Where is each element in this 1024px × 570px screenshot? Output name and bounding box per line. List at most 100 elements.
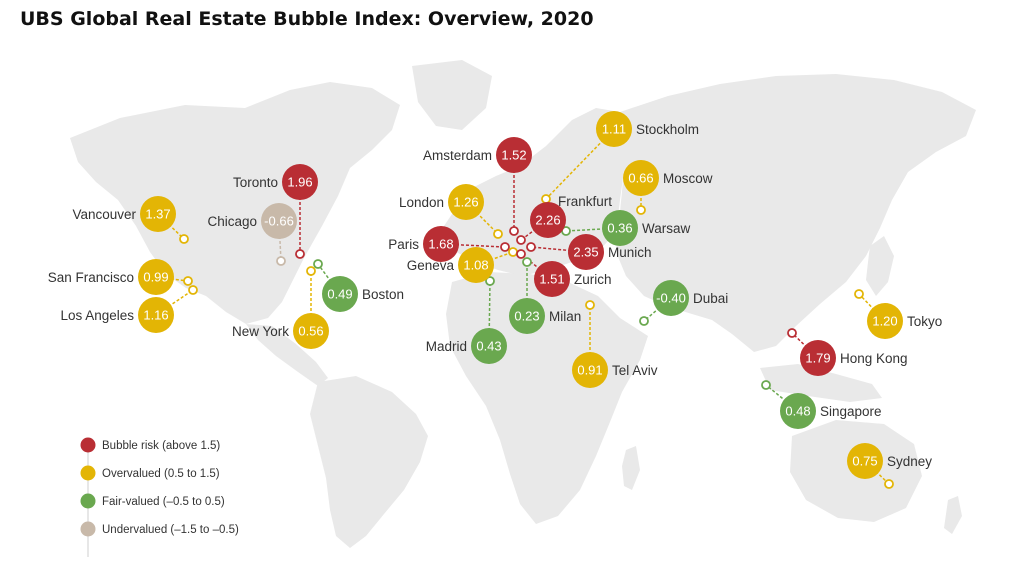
bubble-circle-frankfurt [530,202,566,238]
location-dot-chicago [276,256,286,266]
bubble-circle-sydney [847,443,883,479]
city-label-amsterdam: Amsterdam [423,148,492,163]
city-bubble-geneva: 1.08 Geneva [407,247,494,283]
city-bubble-frankfurt: 2.26 Frankfurt [530,194,612,238]
city-label-tokyo: Tokyo [907,314,942,329]
location-dot-madrid [485,276,495,286]
legend-label-bubble-risk: Bubble risk (above 1.5) [102,440,220,452]
bubble-value-vancouver: 1.37 [145,207,170,222]
landmass-new-zealand [944,496,962,534]
city-label-zurich: Zurich [574,272,612,287]
city-label-warsaw: Warsaw [642,221,691,236]
bubble-circle-stockholm [596,111,632,147]
landmass-madagascar [622,446,640,490]
bubble-value-london: 1.26 [453,195,478,210]
city-label-los-angeles: Los Angeles [60,308,134,323]
location-dot-sydney [884,479,894,489]
bubble-value-madrid: 0.43 [476,339,501,354]
legend-swatch-overvalued [80,465,96,481]
bubble-value-frankfurt: 2.26 [535,213,560,228]
landmass-central-america [246,324,328,386]
city-label-stockholm: Stockholm [636,122,699,137]
legend-item-overvalued: Overvalued (0.5 to 1.5) [80,465,220,481]
location-dot-vancouver [179,234,189,244]
location-dot-milan [522,257,532,267]
city-label-vancouver: Vancouver [72,207,136,222]
city-bubble-madrid: 0.43 Madrid [426,328,507,364]
location-dot-geneva [508,247,518,257]
bubble-circle-munich [568,234,604,270]
city-bubble-singapore: 0.48 Singapore [780,393,882,429]
bubble-circle-san-francisco [138,259,174,295]
city-bubble-munich: 2.35 Munich [568,234,652,270]
location-dot-moscow [636,205,646,215]
city-bubble-paris: 1.68 Paris [388,226,459,262]
location-dot-stockholm [541,194,551,204]
bubble-circle-madrid [471,328,507,364]
legend-swatch-fair-valued [80,493,96,509]
legend-label-overvalued: Overvalued (0.5 to 1.5) [102,468,220,480]
legend-item-undervalued: Undervalued (–1.5 to –0.5) [80,521,239,537]
location-dot-dubai [639,316,649,326]
city-location-dot-layer [179,194,894,489]
city-bubble-moscow: 0.66 Moscow [623,160,713,196]
city-label-geneva: Geneva [407,258,455,273]
city-bubble-boston: 0.49 Boston [322,276,404,312]
bubble-circle-geneva [458,247,494,283]
location-dot-san-francisco [183,276,193,286]
city-bubble-vancouver: 1.37 Vancouver [72,196,176,232]
bubble-value-warsaw: 0.36 [607,221,632,236]
city-bubble-milan: 0.23 Milan [509,298,581,334]
city-label-london: London [399,195,444,210]
location-dot-singapore [761,380,771,390]
city-label-paris: Paris [388,237,419,252]
bubble-circle-chicago [261,203,297,239]
city-label-milan: Milan [549,309,581,324]
bubble-circle-tel-aviv [572,352,608,388]
landmass-africa [446,272,648,524]
bubble-value-geneva: 1.08 [463,258,488,273]
location-dot-munich [526,242,536,252]
landmass-greenland [412,60,492,130]
city-bubble-amsterdam: 1.52 Amsterdam [423,137,532,173]
city-label-san-francisco: San Francisco [48,270,134,285]
bubble-circle-moscow [623,160,659,196]
location-dot-paris [500,242,510,252]
city-bubble-toronto: 1.96 Toronto [233,164,318,200]
bubble-circle-singapore [780,393,816,429]
city-label-frankfurt: Frankfurt [558,194,612,209]
city-label-moscow: Moscow [663,171,713,186]
city-bubble-san-francisco: 0.99 San Francisco [48,259,174,295]
city-bubble-chicago: -0.66 Chicago [207,203,297,239]
bubble-value-boston: 0.49 [327,287,352,302]
city-bubble-london: 1.26 London [399,184,484,220]
bubble-value-amsterdam: 1.52 [501,148,526,163]
connector-warsaw [565,227,621,232]
bubble-circle-dubai [653,280,689,316]
landmass-southeast-asia [760,364,882,402]
bubble-circle-toronto [282,164,318,200]
city-label-chicago: Chicago [207,214,257,229]
bubble-circle-amsterdam [496,137,532,173]
legend-label-undervalued: Undervalued (–1.5 to –0.5) [102,524,239,536]
page-title: UBS Global Real Estate Bubble Index: Ove… [20,8,594,30]
bubble-circle-milan [509,298,545,334]
location-dot-new-york [306,266,316,276]
landmass-asia [616,74,976,352]
bubble-value-tokyo: 1.20 [872,314,897,329]
city-label-hong-kong: Hong Kong [840,351,908,366]
city-bubble-tel-aviv: 0.91 Tel Aviv [572,352,658,388]
city-label-singapore: Singapore [820,404,882,419]
bubble-value-zurich: 1.51 [539,272,564,287]
city-bubble-stockholm: 1.11 Stockholm [596,111,699,147]
location-dot-london [493,229,503,239]
bubble-value-paris: 1.68 [428,237,453,252]
bubble-value-hong-kong: 1.79 [805,351,830,366]
bubble-value-los-angeles: 1.16 [143,308,168,323]
city-bubble-sydney: 0.75 Sydney [847,443,932,479]
city-bubble-los-angeles: 1.16 Los Angeles [60,297,174,333]
location-dot-toronto [295,249,305,259]
city-label-toronto: Toronto [233,175,278,190]
location-dot-hong-kong [787,328,797,338]
